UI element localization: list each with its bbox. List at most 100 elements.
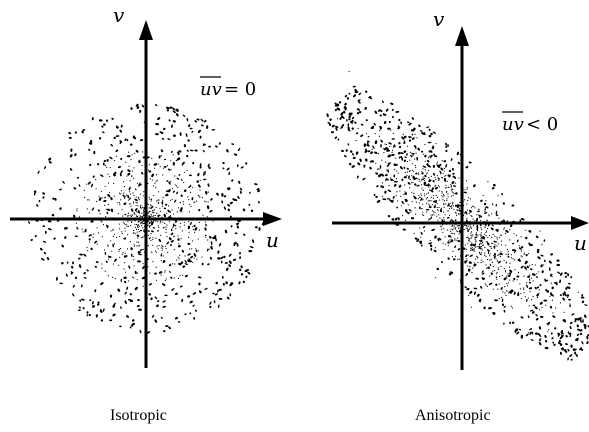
scatter-dot: [426, 159, 430, 163]
scatter-dot: [565, 335, 568, 338]
scatter-dot: [538, 271, 540, 273]
scatter-dot: [186, 117, 189, 122]
scatter-dot: [131, 175, 133, 177]
scatter-dot: [431, 187, 435, 191]
scatter-dot: [403, 203, 405, 205]
scatter-dot: [488, 282, 493, 286]
scatter-dot: [488, 267, 490, 269]
scatter-dot: [475, 258, 477, 260]
scatter-dot: [543, 264, 545, 266]
scatter-dot: [181, 230, 184, 232]
scatter-dot: [248, 203, 251, 206]
scatter-dot: [208, 166, 211, 170]
scatter-dot: [512, 280, 514, 282]
scatter-dot: [421, 214, 423, 216]
scatter-dot: [525, 298, 528, 302]
scatter-dot: [139, 182, 141, 184]
scatter-dot: [193, 253, 197, 257]
scatter-dot: [511, 321, 515, 324]
scatter-dot: [506, 248, 509, 251]
scatter-dot: [481, 228, 483, 230]
scatter-dot: [152, 215, 154, 217]
scatter-dot: [562, 319, 566, 322]
scatter-dot: [451, 167, 454, 171]
scatter-dot: [437, 238, 440, 242]
scatter-dot: [202, 214, 204, 216]
scatter-dot: [136, 241, 138, 243]
scatter-dot: [232, 258, 237, 261]
scatter-dot: [108, 182, 110, 184]
scatter-dot: [497, 195, 499, 197]
scatter-dot: [209, 209, 213, 213]
scatter-dot: [132, 276, 134, 278]
anisotropic-caption: Anisotropic: [415, 407, 491, 424]
scatter-dot: [510, 305, 512, 307]
scatter-dot: [436, 161, 439, 163]
scatter-dot: [331, 125, 335, 128]
scatter-dot: [478, 251, 481, 253]
scatter-dot: [433, 214, 435, 216]
scatter-dot: [137, 210, 139, 213]
scatter-dot: [177, 238, 180, 241]
scatter-dot: [147, 331, 151, 334]
scatter-dot: [425, 198, 427, 200]
scatter-dot: [563, 311, 565, 313]
scatter-dot: [138, 160, 141, 163]
scatter-dot: [99, 199, 101, 201]
scatter-dot: [399, 166, 403, 170]
scatter-dot: [155, 174, 158, 176]
scatter-dot: [177, 235, 179, 237]
scatter-dot: [563, 291, 566, 294]
scatter-dot: [64, 236, 67, 239]
scatter-dot: [160, 247, 162, 249]
scatter-dot: [252, 239, 255, 243]
scatter-dot: [125, 161, 127, 163]
scatter-dot: [199, 189, 201, 191]
scatter-dot: [520, 293, 522, 295]
scatter-dot: [518, 328, 522, 331]
scatter-dot: [355, 139, 357, 142]
scatter-dot: [207, 263, 210, 266]
scatter-dot: [222, 162, 225, 164]
scatter-dot: [432, 211, 435, 213]
scatter-dot: [149, 272, 151, 274]
scatter-dot: [142, 285, 144, 287]
scatter-dot: [394, 183, 397, 187]
scatter-dot: [121, 233, 124, 235]
scatter-dot: [129, 193, 132, 195]
scatter-dot: [457, 259, 459, 261]
scatter-dot: [454, 219, 456, 221]
scatter-dot: [446, 229, 448, 231]
scatter-dot: [504, 285, 506, 288]
scatter-dot: [451, 191, 453, 193]
scatter-dot: [387, 127, 391, 130]
scatter-dot: [455, 204, 457, 208]
scatter-dot: [414, 207, 416, 209]
scatter-dot: [452, 240, 454, 242]
scatter-dot: [99, 308, 103, 312]
scatter-dot: [415, 213, 417, 215]
scatter-dot: [493, 252, 497, 256]
scatter-dot: [430, 190, 432, 192]
scatter-dot: [164, 194, 169, 197]
scatter-dot: [106, 166, 108, 168]
scatter-dot: [228, 187, 231, 190]
scatter-dot: [524, 296, 526, 298]
scatter-dot: [142, 209, 145, 211]
scatter-dot: [468, 197, 470, 199]
scatter-dot: [438, 163, 442, 167]
scatter-dot: [334, 136, 338, 139]
scatter-dot: [118, 192, 121, 194]
scatter-dot: [565, 287, 568, 290]
scatter-dot: [413, 177, 418, 180]
scatter-dot: [454, 245, 457, 249]
scatter-dot: [446, 198, 448, 200]
scatter-dot: [428, 128, 431, 131]
scatter-dot: [371, 148, 373, 150]
scatter-dot: [528, 279, 531, 281]
scatter-dot: [570, 358, 573, 361]
scatter-dot: [426, 126, 430, 129]
scatter-dot: [198, 282, 201, 286]
scatter-dot: [202, 143, 205, 147]
scatter-dot: [418, 202, 421, 204]
